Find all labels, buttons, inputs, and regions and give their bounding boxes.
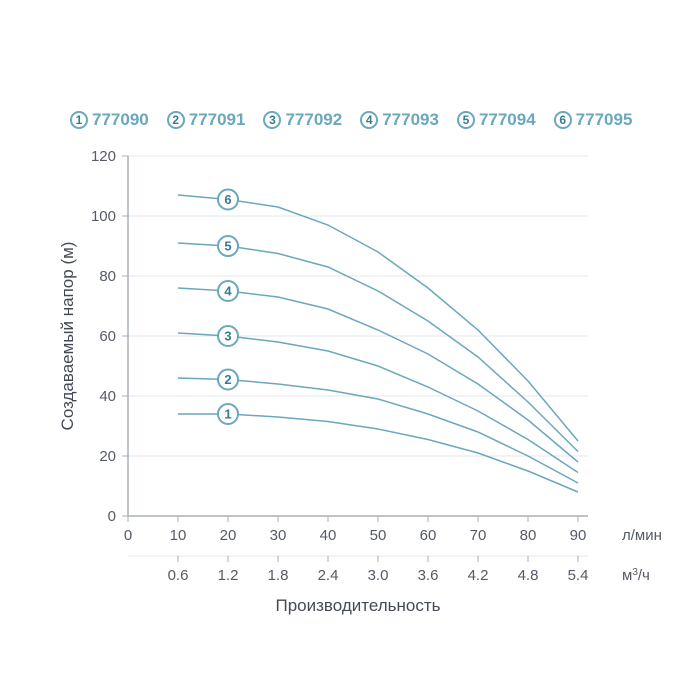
svg-text:6: 6 — [224, 192, 231, 207]
svg-text:м3/ч: м3/ч — [622, 567, 650, 585]
chart-svg: 0 20 40 60 80 100 120 0 10 20 30 40 50 60 70 80 90 л/мин 0… — [0, 0, 700, 700]
svg-text:3: 3 — [224, 329, 231, 344]
svg-text:40: 40 — [320, 527, 337, 544]
svg-text:60: 60 — [99, 328, 116, 345]
svg-text:100: 100 — [91, 208, 116, 225]
svg-text:1: 1 — [224, 407, 231, 422]
pump-performance-chart: 1 777090 2 777091 3 777092 4 777093 5 77… — [0, 0, 700, 700]
svg-text:л/мин: л/мин — [622, 527, 662, 544]
svg-text:30: 30 — [270, 527, 287, 544]
svg-text:1.8: 1.8 — [268, 567, 289, 584]
svg-text:20: 20 — [99, 448, 116, 465]
svg-text:Производительность: Производительность — [275, 596, 440, 615]
svg-text:0: 0 — [108, 508, 116, 525]
svg-text:2: 2 — [224, 372, 231, 387]
svg-text:4: 4 — [224, 284, 232, 299]
svg-text:5: 5 — [224, 239, 231, 254]
svg-text:5.4: 5.4 — [568, 567, 589, 584]
svg-text:0: 0 — [124, 527, 132, 544]
svg-text:120: 120 — [91, 148, 116, 165]
svg-text:70: 70 — [470, 527, 487, 544]
svg-text:80: 80 — [520, 527, 537, 544]
svg-text:3.0: 3.0 — [368, 567, 389, 584]
svg-text:40: 40 — [99, 388, 116, 405]
svg-text:90: 90 — [570, 527, 587, 544]
svg-text:4.2: 4.2 — [468, 567, 489, 584]
svg-text:4.8: 4.8 — [518, 567, 539, 584]
svg-text:1.2: 1.2 — [218, 567, 239, 584]
svg-text:50: 50 — [370, 527, 387, 544]
svg-text:60: 60 — [420, 527, 437, 544]
svg-text:2.4: 2.4 — [318, 567, 339, 584]
svg-text:10: 10 — [170, 527, 187, 544]
svg-text:0.6: 0.6 — [168, 567, 189, 584]
svg-text:80: 80 — [99, 268, 116, 285]
svg-text:3.6: 3.6 — [418, 567, 439, 584]
svg-text:20: 20 — [220, 527, 237, 544]
svg-text:Создаваемый напор (м): Создаваемый напор (м) — [58, 242, 77, 431]
